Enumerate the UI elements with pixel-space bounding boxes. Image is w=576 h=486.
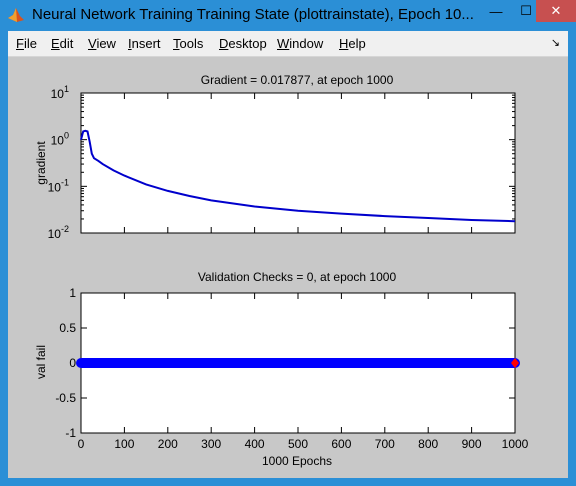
menu-window[interactable]: Window (277, 36, 323, 51)
valcheck-xtick-label: 400 (245, 437, 265, 451)
valcheck-xtick-label: 900 (462, 437, 482, 451)
gradient-plot-area[interactable] (80, 92, 516, 234)
menu-help-key: H (339, 36, 349, 51)
valcheck-axes: Validation Checks = 0, at epoch 1000 val… (34, 270, 529, 468)
gradient-ylabel: gradient (34, 141, 48, 185)
menu-insert-key: I (128, 36, 132, 51)
valcheck-ytick-label: 0.5 (59, 321, 76, 335)
valcheck-end-marker (511, 358, 519, 368)
valcheck-xtick-labels: 0 100 200 300 400 500 600 700 800 900 1000 (78, 437, 529, 451)
valcheck-ytick-label: 1 (69, 286, 76, 300)
valcheck-xtick-label: 500 (288, 437, 308, 451)
valcheck-xtick-label: 0 (78, 437, 85, 451)
gradient-ytick-exp: 1 (64, 84, 69, 94)
menu-insert[interactable]: Insert (128, 36, 161, 51)
gradient-ytick-label: 100 (51, 131, 69, 148)
menu-window-key: W (277, 36, 290, 51)
gradient-ytick-exp: -2 (61, 224, 69, 234)
maximize-button[interactable]: ☐ (520, 3, 532, 18)
dock-arrow-icon[interactable]: ↘ (550, 37, 560, 49)
menu-edit-key: E (51, 36, 60, 51)
title-bar[interactable]: Neural Network Training Training State (… (0, 0, 576, 31)
gradient-ytick-base: 10 (48, 227, 62, 241)
plots-svg: Gradient = 0.017877, at epoch 1000 gradi… (34, 73, 529, 468)
gradient-series-line (80, 129, 516, 223)
gradient-ytick-base: 10 (51, 134, 65, 148)
menu-file-rest: ile (23, 36, 37, 51)
gradient-ytick-label: 101 (51, 84, 69, 101)
gradient-ytick-label: 10-2 (48, 224, 69, 241)
menu-help[interactable]: Help (339, 36, 366, 51)
valcheck-xtick-label: 1000 (502, 437, 529, 451)
gradient-axes: Gradient = 0.017877, at epoch 1000 gradi… (34, 73, 516, 241)
close-button[interactable]: ✕ (536, 0, 576, 22)
menu-view-rest: iew (96, 36, 116, 51)
valcheck-ytick-label: 0 (69, 356, 76, 370)
menu-file-key: F (16, 36, 24, 51)
gradient-ytick-exp: 0 (64, 131, 69, 141)
valcheck-xtick-label: 100 (114, 437, 134, 451)
valcheck-ticks (80, 292, 516, 434)
menu-insert-rest: nsert (131, 36, 161, 51)
menu-file[interactable]: File (16, 36, 37, 51)
menu-edit-rest: dit (59, 36, 74, 51)
figure-canvas: Gradient = 0.017877, at epoch 1000 gradi… (8, 57, 568, 478)
valcheck-xtick-label: 800 (418, 437, 438, 451)
valcheck-xlabel: 1000 Epochs (262, 454, 332, 468)
menu-tools[interactable]: Tools (173, 36, 203, 51)
menu-view[interactable]: View (88, 36, 116, 51)
menu-desktop-rest: esktop (228, 36, 267, 51)
valcheck-xtick-label: 200 (158, 437, 178, 451)
menu-desktop[interactable]: Desktop (219, 36, 267, 51)
gradient-ytick-exp: -1 (61, 177, 69, 187)
menu-tools-rest: ools (179, 36, 204, 51)
valcheck-ytick-labels: 1 0.5 0 -0.5 -1 (55, 286, 76, 440)
valcheck-ylabel: val fail (34, 345, 48, 379)
gradient-ytick-base: 10 (48, 180, 62, 194)
gradient-plot-title: Gradient = 0.017877, at epoch 1000 (201, 73, 394, 87)
menu-window-rest: indow (289, 36, 324, 51)
menu-view-key: V (88, 36, 97, 51)
minimize-button[interactable]: — (489, 3, 503, 19)
menu-help-rest: elp (348, 36, 366, 51)
valcheck-xtick-label: 300 (201, 437, 221, 451)
matlab-icon (8, 8, 24, 22)
gradient-ytick-label: 10-1 (48, 177, 69, 194)
valcheck-xtick-label: 600 (331, 437, 351, 451)
window-title: Neural Network Training Training State (… (32, 6, 474, 23)
menu-desktop-key: D (219, 36, 229, 51)
gradient-ytick-base: 10 (51, 87, 65, 101)
menu-bar: File Edit View Insert Tools Desktop Wind… (8, 31, 568, 57)
valcheck-plot-title: Validation Checks = 0, at epoch 1000 (198, 270, 397, 284)
valcheck-xtick-label: 700 (375, 437, 395, 451)
menu-tools-key: T (173, 36, 180, 51)
gradient-ticks (80, 92, 516, 234)
valcheck-ytick-label: -1 (65, 426, 76, 440)
menu-edit[interactable]: Edit (51, 36, 73, 51)
valcheck-ytick-label: -0.5 (55, 391, 76, 405)
